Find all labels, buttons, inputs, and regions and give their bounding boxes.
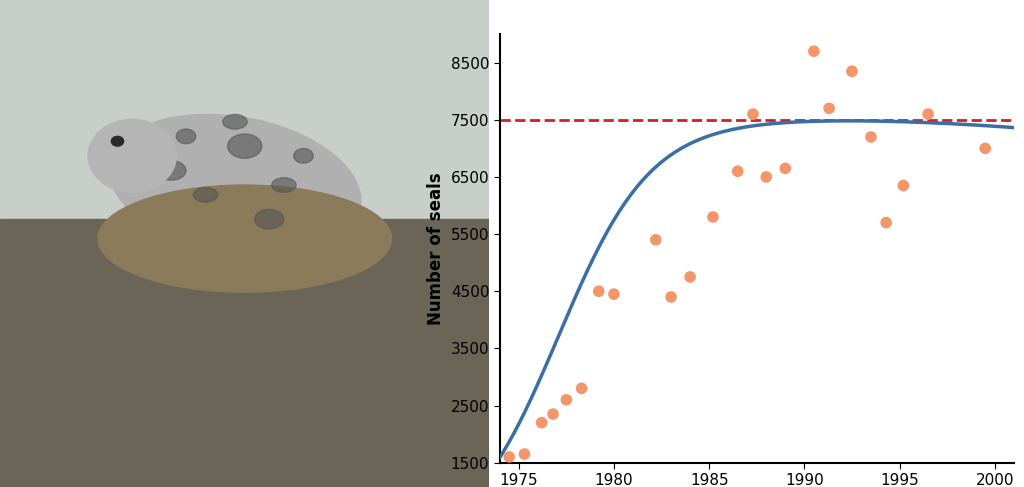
Ellipse shape	[88, 119, 176, 192]
Ellipse shape	[255, 209, 284, 229]
Point	[821, 105, 838, 112]
Point	[844, 67, 860, 75]
Point	[729, 168, 745, 175]
Point	[920, 110, 936, 118]
Point	[663, 293, 679, 301]
Point	[744, 110, 761, 118]
Point	[647, 236, 664, 244]
Ellipse shape	[176, 129, 196, 144]
Ellipse shape	[194, 187, 218, 202]
Ellipse shape	[222, 114, 247, 129]
Ellipse shape	[112, 136, 124, 146]
Point	[705, 213, 721, 221]
Point	[806, 47, 822, 55]
Point	[501, 453, 517, 461]
Ellipse shape	[98, 185, 391, 292]
Point	[534, 419, 550, 427]
Point	[573, 384, 590, 392]
Point	[977, 145, 993, 152]
Point	[878, 219, 894, 226]
Bar	[0, 0, 489, 219]
Ellipse shape	[227, 134, 262, 158]
Ellipse shape	[157, 161, 186, 180]
Bar	[0, 219, 489, 487]
Ellipse shape	[271, 178, 296, 192]
Point	[895, 182, 911, 189]
Point	[682, 273, 698, 281]
Point	[591, 287, 607, 295]
Point	[516, 450, 532, 458]
Ellipse shape	[109, 114, 360, 256]
Point	[863, 133, 880, 141]
Y-axis label: Number of seals: Number of seals	[427, 172, 445, 325]
Ellipse shape	[294, 149, 313, 163]
Point	[777, 165, 794, 172]
Point	[758, 173, 774, 181]
Point	[558, 396, 574, 404]
Point	[545, 410, 561, 418]
Point	[606, 290, 623, 298]
